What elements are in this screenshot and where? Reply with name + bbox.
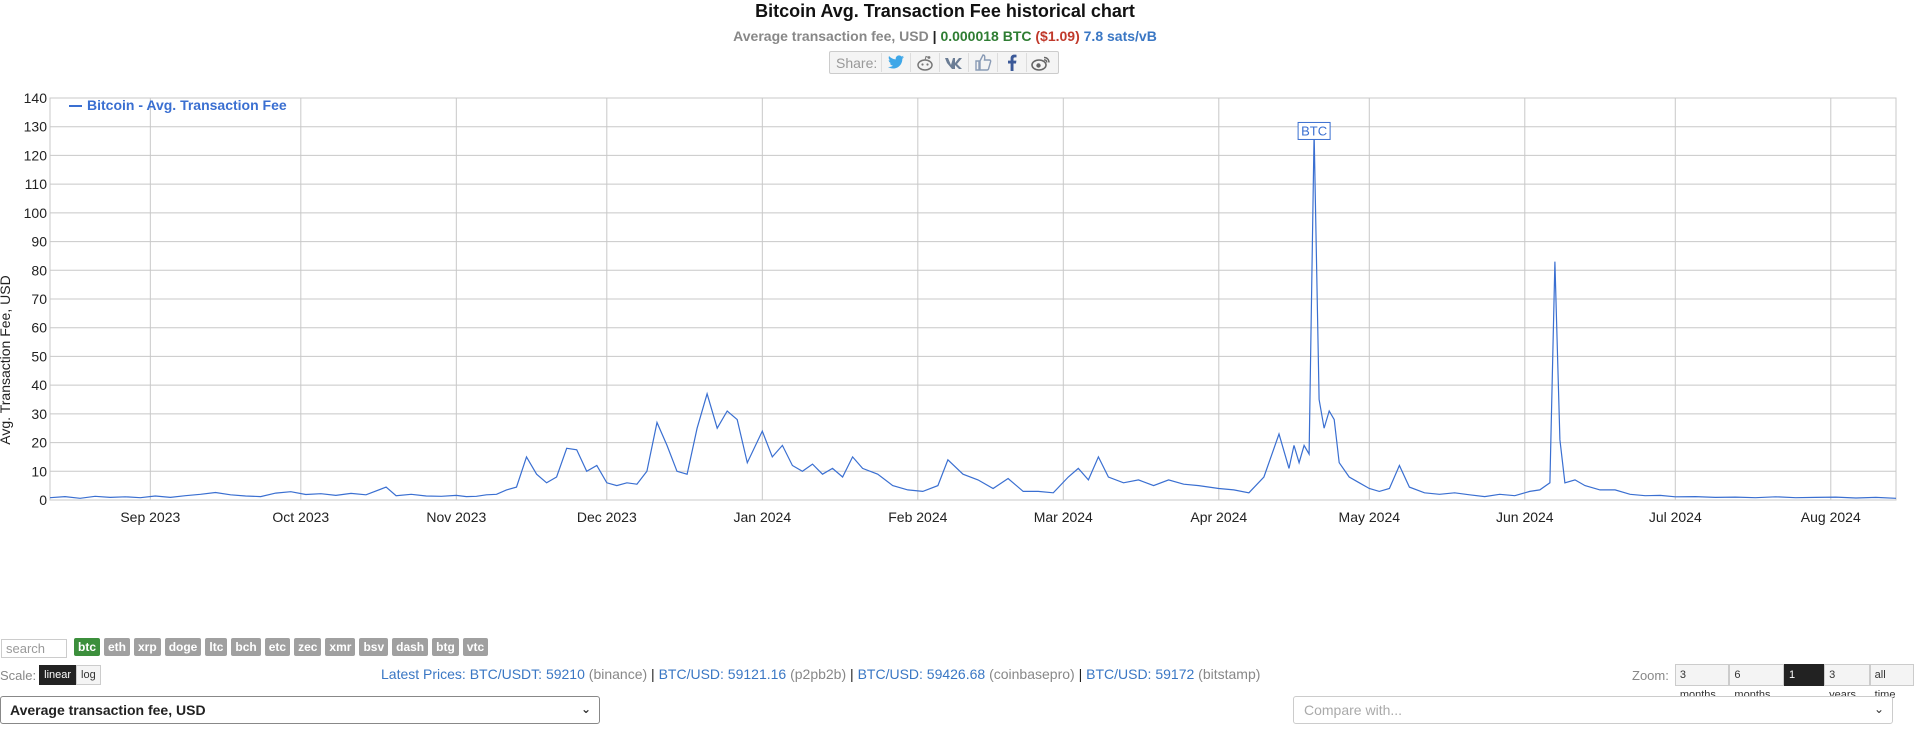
subtitle-btc-value: 0.000018 BTC bbox=[940, 28, 1032, 44]
coin-btg-button[interactable]: btg bbox=[432, 638, 459, 656]
coin-zec-button[interactable]: zec bbox=[294, 638, 322, 656]
chart-legend[interactable]: Bitcoin - Avg. Transaction Fee bbox=[69, 97, 287, 113]
coin-btc-button[interactable]: btc bbox=[74, 638, 100, 656]
chart-subtitle: Average transaction fee, USD | 0.000018 … bbox=[0, 28, 1890, 44]
price-separator: | bbox=[647, 666, 659, 682]
price-link[interactable]: BTC/USD: 59121.16 (p2pb2b) bbox=[658, 666, 847, 682]
price-exchange: (binance) bbox=[588, 666, 648, 682]
x-tick-label: Sep 2023 bbox=[120, 509, 180, 525]
share-label: Share: bbox=[836, 54, 878, 71]
y-axis: 0 10 20 30 40 50 60 70 80 90 100 110 120 130 140 bbox=[24, 90, 48, 508]
page-title: Bitcoin Avg. Transaction Fee historical … bbox=[755, 1, 1135, 21]
zoom-label: Zoom: bbox=[1632, 667, 1669, 683]
twitter-icon[interactable] bbox=[881, 53, 910, 72]
chevron-down-icon: ⌄ bbox=[580, 702, 591, 716]
x-tick-label: Nov 2023 bbox=[426, 509, 486, 525]
annotation-box bbox=[1297, 121, 1331, 140]
coin-selector: btc eth xrp doge ltc bch etc zec xmr bsv dash btg vt… bbox=[74, 638, 489, 656]
y-tick-label: 30 bbox=[31, 406, 47, 422]
like-icon[interactable] bbox=[968, 53, 997, 72]
metric-select-value: Average transaction fee, USD bbox=[10, 702, 206, 718]
zoom-1-year-button[interactable]: 1 year bbox=[1784, 664, 1825, 701]
scale-control: Scale: linear log bbox=[0, 665, 101, 685]
zoom-control: Zoom: 3 months 6 months 1 year 3 years all t… bbox=[1632, 664, 1914, 701]
x-tick-label: Jan 2024 bbox=[734, 509, 792, 525]
y-tick-label: 140 bbox=[24, 90, 48, 106]
coin-vtc-button[interactable]: vtc bbox=[462, 638, 489, 656]
coin-bsv-button[interactable]: bsv bbox=[359, 638, 389, 656]
x-tick-label: Feb 2024 bbox=[888, 509, 947, 525]
reddit-icon[interactable] bbox=[910, 53, 939, 72]
scale-linear-button[interactable]: linear bbox=[39, 665, 77, 685]
coin-bch-button[interactable]: bch bbox=[231, 638, 261, 656]
zoom-3-years-button[interactable]: 3 years bbox=[1824, 664, 1870, 701]
x-tick-label: Apr 2024 bbox=[1190, 509, 1247, 525]
legend-label: Bitcoin - Avg. Transaction Fee bbox=[87, 97, 287, 113]
coin-ltc-button[interactable]: ltc bbox=[205, 638, 228, 656]
x-tick-label: Dec 2023 bbox=[577, 509, 637, 525]
y-tick-label: 40 bbox=[31, 377, 47, 393]
grid bbox=[49, 97, 1897, 501]
search-input[interactable]: search bbox=[1, 639, 67, 658]
x-tick-label: Jun 2024 bbox=[1496, 509, 1554, 525]
y-tick-label: 0 bbox=[39, 492, 47, 508]
y-tick-label: 130 bbox=[24, 119, 48, 135]
y-tick-label: 20 bbox=[31, 435, 47, 451]
y-tick-label: 50 bbox=[31, 348, 47, 364]
coin-xmr-button[interactable]: xmr bbox=[325, 638, 356, 656]
annotation-btc[interactable]: BTC bbox=[1297, 121, 1331, 140]
metric-select[interactable]: Average transaction fee, USD ⌄ bbox=[0, 696, 600, 724]
y-tick-label: 80 bbox=[31, 262, 47, 278]
share-bar: Share: bbox=[829, 51, 1060, 74]
zoom-6-months-button[interactable]: 6 months bbox=[1729, 664, 1784, 701]
compare-select[interactable]: Compare with... ⌄ bbox=[1293, 696, 1893, 724]
price-separator: | bbox=[846, 666, 858, 682]
x-tick-label: Mar 2024 bbox=[1034, 509, 1093, 525]
coin-dash-button[interactable]: dash bbox=[392, 638, 429, 656]
x-axis: Sep 2023 Oct 2023 Nov 2023 Dec 2023 Jan 2024… bbox=[120, 509, 1861, 525]
coin-doge-button[interactable]: doge bbox=[164, 638, 202, 656]
facebook-icon[interactable] bbox=[997, 53, 1026, 72]
coin-xrp-button[interactable]: xrp bbox=[134, 638, 161, 656]
chevron-down-icon: ⌄ bbox=[1873, 702, 1884, 716]
scale-label: Scale: bbox=[0, 667, 37, 683]
scale-log-button[interactable]: log bbox=[76, 665, 101, 685]
price-separator: | bbox=[1074, 666, 1087, 682]
series-line-btc bbox=[49, 132, 1897, 499]
latest-prices-label[interactable]: Latest Prices: bbox=[381, 666, 466, 682]
fee-line-chart[interactable]: Sep 2023 Oct 2023 Nov 2023 Dec 2023 Jan 2024… bbox=[0, 80, 1914, 620]
price-link[interactable]: BTC/USD: 59172 (bitstamp) bbox=[1086, 666, 1261, 682]
price-exchange: (bitstamp) bbox=[1198, 666, 1261, 682]
y-tick-label: 120 bbox=[24, 147, 48, 163]
zoom-3-months-button[interactable]: 3 months bbox=[1674, 664, 1730, 701]
y-tick-label: 60 bbox=[31, 320, 47, 336]
vk-icon[interactable] bbox=[939, 53, 968, 72]
y-axis-title: Avg. Transaction Fee, USD bbox=[0, 275, 13, 444]
y-tick-label: 70 bbox=[31, 291, 47, 307]
x-tick-label: May 2024 bbox=[1339, 509, 1401, 525]
y-tick-label: 100 bbox=[24, 205, 48, 221]
price-exchange: (p2pb2b) bbox=[790, 666, 847, 682]
coin-etc-button[interactable]: etc bbox=[264, 638, 291, 656]
latest-prices: Latest Prices: BTC/USDT: 59210 (binance)… bbox=[381, 666, 1260, 682]
y-tick-label: 90 bbox=[31, 234, 47, 250]
price-link[interactable]: BTC/USD: 59426.68 (coinbasepro) bbox=[857, 666, 1075, 682]
y-tick-label: 110 bbox=[25, 176, 48, 192]
subtitle-metric: Average transaction fee, USD bbox=[733, 28, 929, 44]
coin-eth-button[interactable]: eth bbox=[104, 638, 130, 656]
price-exchange: (coinbasepro) bbox=[989, 666, 1075, 682]
price-link[interactable]: BTC/USDT: 59210 (binance) bbox=[469, 666, 648, 682]
compare-placeholder: Compare with... bbox=[1304, 702, 1403, 718]
annotation-label: BTC bbox=[1301, 123, 1327, 138]
x-tick-label: Jul 2024 bbox=[1649, 509, 1702, 525]
zoom-all-time-button[interactable]: all time bbox=[1869, 664, 1914, 701]
x-tick-label: Oct 2023 bbox=[272, 509, 329, 525]
x-tick-label: Aug 2024 bbox=[1801, 509, 1861, 525]
subtitle-usd-value: ($1.09) bbox=[1035, 28, 1080, 44]
subtitle-sats-value: 7.8 sats/vB bbox=[1083, 28, 1157, 44]
subtitle-separator: | bbox=[928, 28, 941, 44]
y-tick-label: 10 bbox=[31, 463, 47, 479]
weibo-icon[interactable] bbox=[1026, 53, 1055, 72]
